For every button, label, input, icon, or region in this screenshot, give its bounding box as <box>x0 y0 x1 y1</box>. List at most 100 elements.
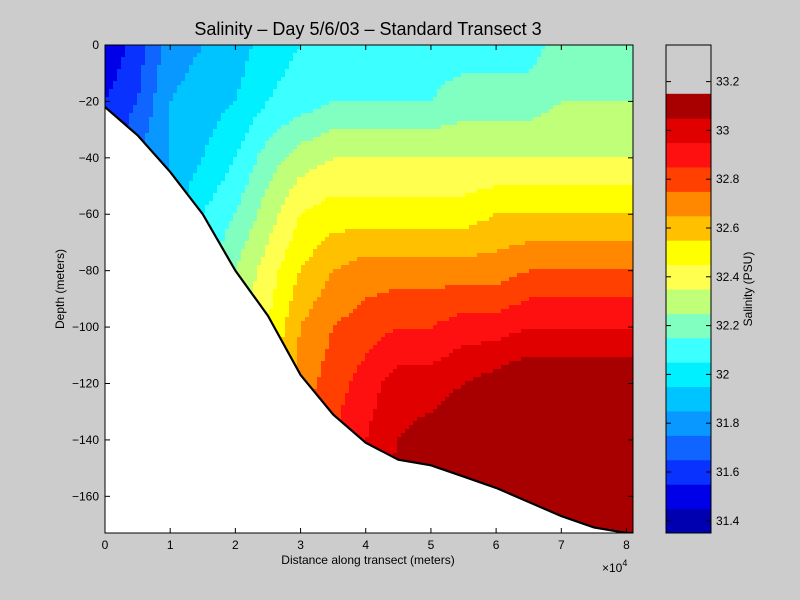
salinity-cell <box>221 245 246 250</box>
x-tick-label: 4 <box>362 538 369 552</box>
x-axis: 0 1 2 3 4 5 6 7 8 <box>102 45 630 552</box>
salinity-cell <box>217 253 242 258</box>
salinity-cell <box>169 101 234 106</box>
salinity-cell <box>189 181 222 186</box>
salinity-cell <box>437 93 633 98</box>
salinity-cell <box>377 293 633 298</box>
salinity-cell <box>285 329 302 334</box>
salinity-cell <box>217 185 246 190</box>
salinity-cell <box>261 109 314 114</box>
salinity-cell <box>205 209 238 214</box>
x-tick-label: 5 <box>428 538 435 552</box>
salinity-cell <box>169 113 222 118</box>
seabed-profile-line <box>105 106 633 533</box>
salinity-cell <box>245 189 266 194</box>
salinity-cell <box>281 125 442 130</box>
salinity-cell <box>501 309 633 314</box>
salinity-cell <box>301 141 633 146</box>
salinity-cell <box>353 309 502 314</box>
salinity-cell <box>297 225 470 230</box>
salinity-cell <box>269 321 286 326</box>
salinity-cell <box>313 109 550 114</box>
salinity-cell <box>353 377 386 382</box>
salinity-cell <box>521 357 633 362</box>
salinity-cell <box>257 265 282 270</box>
salinity-cell <box>313 253 478 258</box>
salinity-cell <box>285 201 322 206</box>
salinity-cell <box>237 265 258 270</box>
salinity-cell <box>241 197 262 202</box>
colorbar-swatches <box>666 93 711 534</box>
plot-axes: 0 1 2 3 4 5 6 7 8 0 −20 −40 −60 −80 −100 −120 −140 −160 <box>72 38 634 552</box>
salinity-cell <box>165 177 194 182</box>
salinity-cell <box>369 421 414 426</box>
salinity-cell <box>321 133 633 138</box>
salinity-cell <box>293 237 326 242</box>
salinity-cell <box>141 85 158 90</box>
salinity-cell <box>201 221 230 226</box>
salinity-cell <box>289 309 310 314</box>
salinity-cell <box>293 117 534 122</box>
colorbar-swatch <box>666 215 711 241</box>
salinity-cell <box>265 105 322 110</box>
salinity-cell <box>157 73 186 78</box>
salinity-cell <box>241 257 262 262</box>
salinity-cell <box>541 53 633 58</box>
salinity-cell <box>201 45 254 50</box>
salinity-cell <box>301 269 334 274</box>
salinity-cell <box>329 341 378 346</box>
salinity-cell <box>297 277 330 282</box>
salinity-cell <box>333 269 530 274</box>
salinity-cell <box>237 205 262 210</box>
salinity-cell <box>269 313 290 318</box>
salinity-cell <box>533 117 633 122</box>
salinity-cell <box>225 173 250 178</box>
colorbar-tick-label: 31.4 <box>716 514 740 528</box>
salinity-cell <box>281 209 306 214</box>
colorbar-swatch <box>666 386 711 412</box>
salinity-cell <box>297 337 330 342</box>
salinity-cell <box>337 421 370 426</box>
salinity-cell <box>493 369 633 374</box>
salinity-cell <box>141 77 158 82</box>
salinity-cell <box>321 289 390 294</box>
salinity-cell <box>453 389 633 394</box>
salinity-cell <box>293 57 538 62</box>
salinity-cell <box>361 361 434 366</box>
salinity-cell <box>145 137 170 142</box>
y-tick-label: −100 <box>72 320 99 334</box>
salinity-cell <box>417 417 633 422</box>
salinity-cell <box>345 229 633 234</box>
salinity-cell <box>169 153 206 158</box>
salinity-cell <box>377 405 438 410</box>
salinity-cell <box>397 437 633 442</box>
colorbar-swatch <box>666 93 711 119</box>
salinity-cell <box>233 277 258 282</box>
salinity-cell <box>117 69 142 74</box>
salinity-cell <box>389 473 633 478</box>
colorbar-swatch <box>666 118 711 144</box>
salinity-cell <box>273 297 294 302</box>
salinity-cell <box>169 149 206 154</box>
colorbar-swatch <box>666 362 711 388</box>
salinity-cell <box>205 149 238 154</box>
salinity-cell <box>461 385 633 390</box>
salinity-cell <box>357 257 633 262</box>
salinity-cell <box>217 189 246 194</box>
salinity-cell <box>277 281 298 286</box>
salinity-cell <box>261 149 294 154</box>
salinity-cell <box>297 221 478 226</box>
plot-frame <box>104 44 634 534</box>
salinity-cell <box>233 161 258 166</box>
salinity-cell <box>253 169 278 174</box>
salinity-cell <box>273 225 298 230</box>
salinity-cell <box>293 285 326 290</box>
salinity-cell <box>321 293 378 298</box>
salinity-cell <box>129 113 154 118</box>
salinity-cell <box>105 101 138 106</box>
salinity-cell <box>277 213 302 218</box>
salinity-cell <box>261 257 286 262</box>
salinity-cell <box>325 349 370 354</box>
salinity-cell <box>109 93 138 98</box>
salinity-cell <box>201 225 230 230</box>
